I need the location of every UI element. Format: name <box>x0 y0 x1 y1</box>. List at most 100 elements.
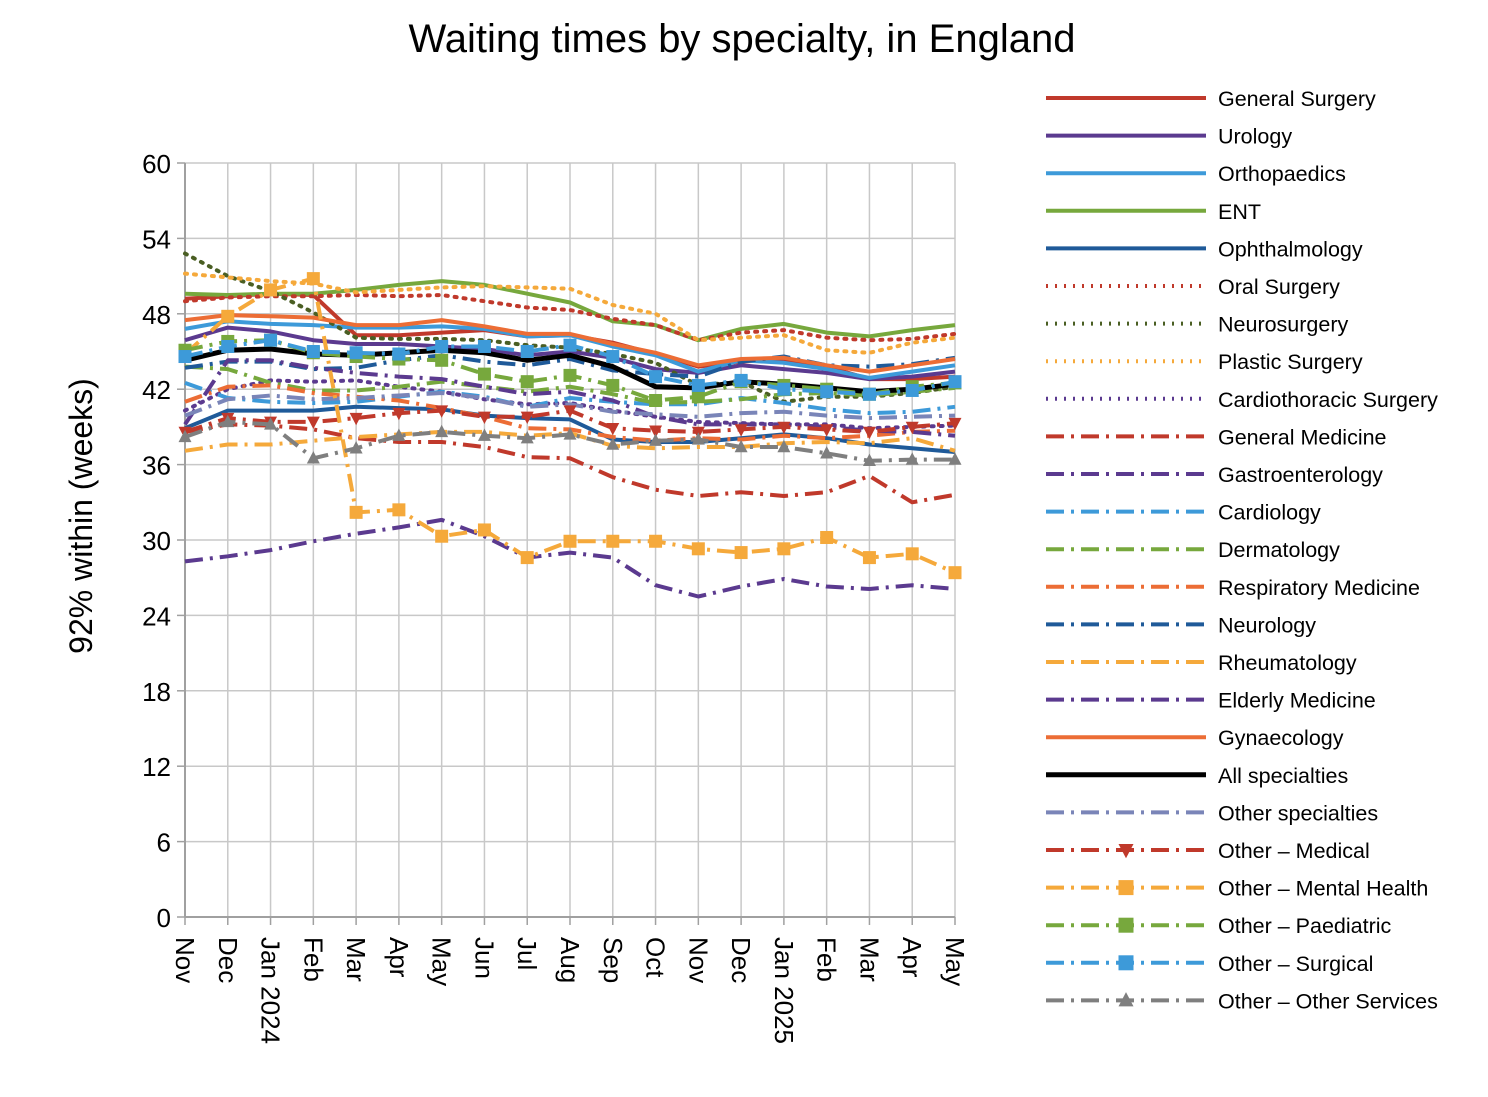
legend-item: Other – Other Services <box>1046 989 1438 1013</box>
series-line <box>183 358 956 438</box>
legend-item: Other – Medical <box>1046 839 1370 863</box>
series-marker <box>1118 917 1134 933</box>
series-other-medical <box>178 405 962 440</box>
series-marker <box>820 385 834 399</box>
series-marker <box>777 421 791 435</box>
series-marker <box>178 350 192 364</box>
legend-item: Cardiology <box>1046 501 1321 525</box>
legend-label: Oral Surgery <box>1218 275 1340 299</box>
series-marker <box>649 425 663 438</box>
x-tick-label: Jun <box>469 937 499 979</box>
y-tick-label: 36 <box>142 451 171 481</box>
y-tick-label: 48 <box>142 300 171 330</box>
series-line <box>184 313 956 374</box>
legend-item: Dermatology <box>1046 538 1340 562</box>
legend-label: General Medicine <box>1218 425 1387 449</box>
y-tick-label: 12 <box>142 752 171 782</box>
legend-label: Cardiothoracic Surgery <box>1218 388 1438 412</box>
series-marker <box>606 350 620 364</box>
x-tick-label: Mar <box>854 937 884 982</box>
series-marker <box>691 432 705 445</box>
legend-item: Elderly Medicine <box>1046 689 1376 713</box>
series-marker <box>777 382 791 396</box>
series-marker <box>948 452 962 465</box>
series-marker <box>649 370 663 384</box>
legend-label: Ophthalmology <box>1218 237 1363 261</box>
legend-item: Orthopaedics <box>1046 162 1346 186</box>
series-line <box>184 279 956 343</box>
series-marker <box>1118 955 1134 971</box>
series-oral-surgery <box>183 293 957 343</box>
x-tick-label: Nov <box>170 937 200 983</box>
series-marker <box>905 452 919 465</box>
legend-item: All specialties <box>1046 764 1348 788</box>
series-marker <box>862 551 876 565</box>
series-marker <box>435 405 449 418</box>
series-marker <box>948 566 962 580</box>
series-marker <box>691 542 705 556</box>
y-tick-label: 18 <box>142 677 171 707</box>
x-tick-label: Oct <box>641 937 671 978</box>
chart-title: Waiting times by specialty, in England <box>409 17 1076 61</box>
series-ent <box>184 279 956 343</box>
legend: General Surgery Urology Orthopaedics ENT Oph… <box>1046 87 1438 1013</box>
series-marker <box>435 424 449 438</box>
legend-item: Rheumatology <box>1046 651 1357 675</box>
series-marker <box>477 523 491 537</box>
legend-label: Respiratory Medicine <box>1218 576 1420 600</box>
series-marker <box>606 437 620 450</box>
x-tick-label: Jan 2025 <box>769 937 799 1044</box>
y-tick-label: 60 <box>142 149 171 179</box>
series-marker <box>264 333 278 347</box>
legend-item: Gynaecology <box>1046 726 1344 750</box>
series-line <box>184 391 956 421</box>
legend-item: ENT <box>1046 200 1261 224</box>
series-marker <box>1118 992 1134 1007</box>
legend-item: Other – Paediatric <box>1046 914 1392 938</box>
series-other-specialties <box>184 391 956 421</box>
series-cardiology <box>184 381 956 416</box>
legend-item: Urology <box>1046 125 1292 149</box>
legend-label: Urology <box>1218 125 1292 149</box>
series-marker <box>606 534 620 548</box>
legend-item: Cardiothoracic Surgery <box>1046 388 1438 412</box>
series-elderly-medicine <box>183 358 956 438</box>
y-tick-label: 6 <box>157 828 171 858</box>
series-lines <box>178 251 962 599</box>
series-marker <box>349 505 363 519</box>
legend-label: Other specialties <box>1218 801 1378 825</box>
series-line <box>184 353 956 379</box>
series-marker <box>691 378 705 392</box>
series-marker <box>520 411 534 424</box>
series-marker <box>392 428 406 441</box>
series-marker <box>734 424 748 437</box>
x-tick-label: Jul <box>512 937 542 970</box>
legend-item: Ophthalmology <box>1046 237 1363 261</box>
legend-label: Dermatology <box>1218 538 1340 562</box>
series-marker <box>306 451 320 464</box>
series-marker <box>948 417 962 431</box>
legend-label: Neurology <box>1218 613 1316 637</box>
series-marker <box>862 387 876 401</box>
series-marker <box>563 405 577 418</box>
series-marker <box>734 546 748 560</box>
series-marker <box>520 375 534 389</box>
legend-label: Neurosurgery <box>1218 313 1348 337</box>
series-neurology <box>184 353 956 379</box>
series-marker <box>820 446 834 459</box>
series-marker <box>649 433 663 446</box>
series-marker <box>306 272 320 286</box>
series-marker <box>221 339 235 353</box>
series-marker <box>306 416 320 430</box>
series-marker <box>1118 844 1134 859</box>
y-tick-label: 24 <box>142 601 171 631</box>
legend-item: Respiratory Medicine <box>1046 576 1420 600</box>
legend-label: Gastroenterology <box>1218 463 1383 487</box>
series-marker <box>520 345 534 358</box>
series-marker <box>1118 880 1134 896</box>
series-gastroenterology <box>184 517 956 599</box>
legend-label: Other – Paediatric <box>1218 914 1392 938</box>
series-marker <box>392 503 406 517</box>
x-tick-label: Mar <box>341 937 371 982</box>
series-marker <box>477 339 491 353</box>
